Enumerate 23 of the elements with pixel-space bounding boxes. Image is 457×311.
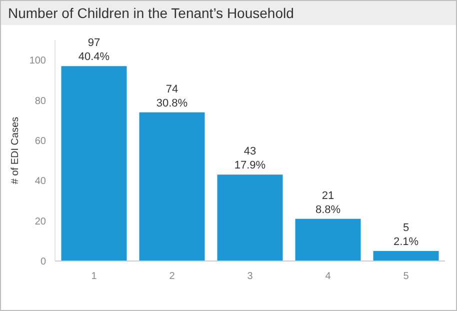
x-tick-label: 3: [247, 271, 254, 282]
x-tick-label: 2: [169, 271, 176, 282]
y-axis-title: # of EDI Cases: [10, 116, 21, 184]
bar: [373, 250, 439, 261]
y-tick-label: 100: [29, 56, 46, 67]
data-label: 43 17.9%: [234, 146, 266, 172]
y-tick-label: 20: [34, 216, 46, 228]
bar: [217, 174, 283, 261]
chart-title: Number of Children in the Tenant’s Household: [8, 5, 294, 21]
y-tick-label: 60: [34, 136, 46, 147]
bar: [61, 66, 127, 261]
bar: [139, 112, 205, 261]
y-tick-label: 80: [34, 96, 46, 107]
data-label: 21 8.8%: [315, 190, 341, 216]
data-label: 74 30.8%: [156, 83, 188, 110]
x-tick-label: 5: [403, 271, 410, 282]
bar: [295, 218, 361, 261]
data-label: 97 40.4%: [78, 37, 110, 64]
x-tick-label: 1: [91, 271, 98, 282]
data-label: 5 2.1%: [393, 222, 419, 248]
y-tick-label: 40: [34, 176, 46, 188]
x-tick-label: 4: [325, 271, 332, 282]
y-tick-label: 0: [40, 256, 46, 268]
